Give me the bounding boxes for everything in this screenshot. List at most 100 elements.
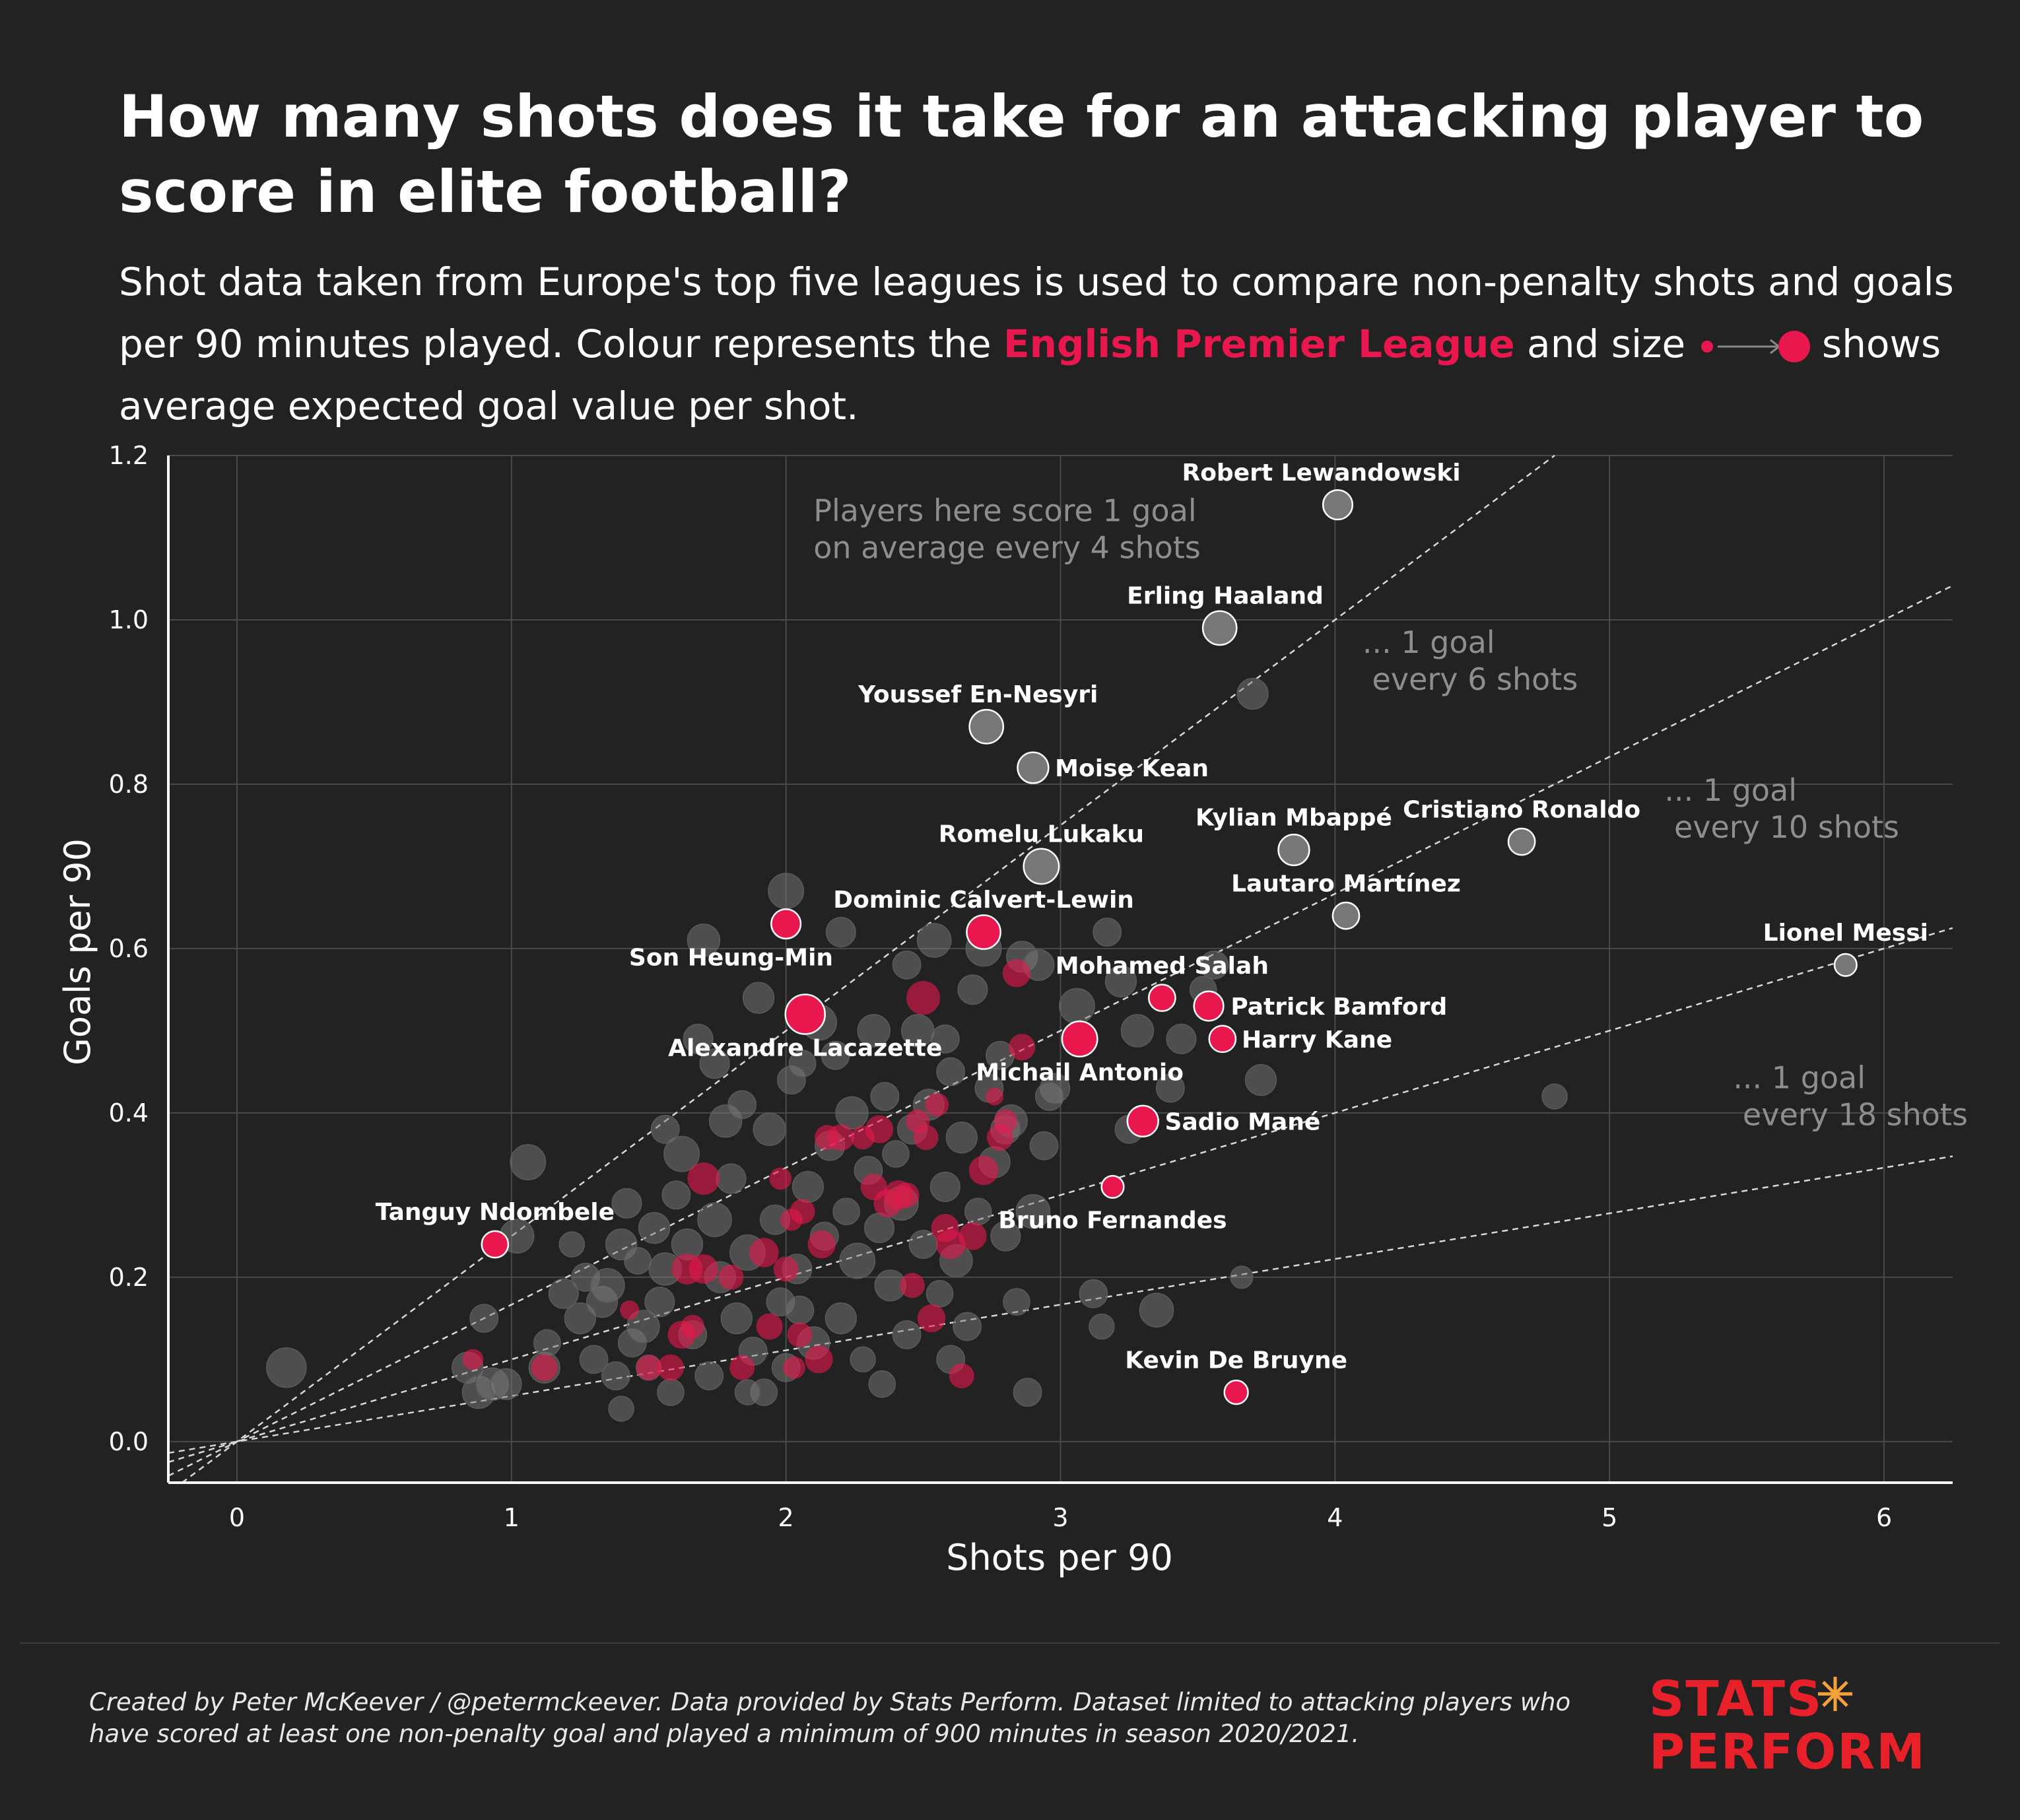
point-mohamed-salah — [1148, 984, 1176, 1012]
point-other-89 — [1003, 1288, 1030, 1316]
point-other-61 — [850, 1346, 876, 1373]
point-other-77 — [936, 1057, 966, 1087]
point-dominic-calvert-lewin — [966, 914, 1001, 950]
point-harry-kane — [1208, 1025, 1237, 1054]
x-tick-label-4: 4 — [1327, 1503, 1343, 1532]
label-erling-haaland: Erling Haaland — [1127, 583, 1324, 610]
point-son-heung-min — [770, 908, 802, 940]
point-other-125 — [1034, 1081, 1064, 1111]
point-other-44 — [753, 1112, 786, 1146]
point-other-109 — [1236, 677, 1269, 710]
point-other-97 — [1079, 1279, 1108, 1308]
reference-label-line-1: every 10 shots — [1664, 809, 1899, 845]
point-epl-32 — [913, 1125, 939, 1151]
y-tick-label-0: 0.0 — [109, 1427, 149, 1456]
logo-line-1: STATS — [1649, 1671, 1823, 1728]
x-axis-label: Shots per 90 — [946, 1537, 1173, 1578]
reference-label-line-1: every 18 shots — [1733, 1096, 1968, 1132]
point-epl-18 — [783, 1356, 805, 1379]
size-legend-small-dot — [1700, 340, 1713, 353]
point-moise-kean — [1017, 751, 1050, 784]
point-other-18 — [611, 1188, 642, 1219]
label-robert-lewandowski: Robert Lewandowski — [1182, 459, 1460, 487]
point-other-113 — [892, 950, 922, 980]
point-other-38 — [720, 1302, 753, 1335]
point-other-32 — [687, 924, 721, 957]
point-epl-43 — [993, 1109, 1018, 1133]
stats-perform-logo: STATS PERFORM — [1644, 1669, 1980, 1781]
point-other-63 — [857, 1014, 891, 1048]
point-other-69 — [892, 1320, 922, 1349]
reference-label-line-0: ... 1 goal — [1363, 624, 1495, 660]
point-other-98 — [1089, 1313, 1115, 1340]
point-other-120 — [734, 1379, 761, 1405]
point-epl-15 — [773, 1256, 799, 1282]
label-patrick-bamford: Patrick Bamford — [1230, 994, 1447, 1021]
points-epl — [462, 959, 1036, 1389]
point-epl-3 — [636, 1355, 661, 1380]
point-epl-7 — [681, 1314, 705, 1339]
point-epl-4 — [657, 1354, 685, 1381]
point-other-79 — [945, 1122, 978, 1154]
point-other-56 — [821, 1040, 850, 1070]
point-other-0 — [266, 1347, 307, 1388]
point-epl-44 — [1002, 959, 1031, 988]
reference-line-18 — [168, 1155, 1953, 1454]
grid-lines — [168, 455, 1953, 1483]
point-other-15 — [590, 1267, 625, 1303]
point-other-60 — [839, 1242, 876, 1279]
point-epl-17 — [787, 1322, 813, 1347]
point-youssef-en-nesyri — [968, 708, 1005, 745]
point-epl-34 — [917, 1304, 946, 1333]
y-tick-label-3: 0.6 — [109, 934, 149, 963]
point-epl-45 — [1009, 1034, 1036, 1061]
point-epl-29 — [894, 1182, 920, 1208]
label-bruno-fernandes: Bruno Fernandes — [998, 1207, 1227, 1234]
point-other-92 — [1015, 1194, 1051, 1229]
point-other-47 — [768, 873, 805, 910]
point-other-123 — [490, 1368, 522, 1400]
point-other-94 — [1029, 1131, 1059, 1161]
point-other-100 — [1104, 965, 1137, 997]
point-other-51 — [791, 1170, 825, 1203]
points-labeled — [481, 489, 1858, 1405]
label-romelu-lukaku: Romelu Lukaku — [939, 821, 1144, 848]
x-tick-label-5: 5 — [1601, 1503, 1617, 1532]
x-tick-label-1: 1 — [504, 1503, 520, 1532]
label-lautaro-mart-nez: Lautaro Martínez — [1231, 870, 1461, 897]
point-other-74 — [916, 923, 952, 958]
reference-label-4: Players here score 1 goal on average ever… — [813, 493, 1201, 566]
reference-line-4 — [182, 454, 1555, 1484]
point-michail-antonio — [1061, 1020, 1098, 1058]
point-epl-12 — [749, 1238, 779, 1267]
point-other-91 — [1013, 1378, 1042, 1407]
point-erling-haaland — [1201, 610, 1238, 646]
point-other-27 — [661, 1180, 691, 1210]
point-alexandre-lacazette — [784, 994, 826, 1035]
point-tanguy-ndombele — [481, 1230, 510, 1259]
y-tick-label-1: 0.2 — [109, 1263, 149, 1292]
point-other-37 — [716, 1163, 747, 1194]
tick-labels: 0 1 2 3 4 5 6 0.0 0.2 0.4 0.6 0.8 1.0 1.2 — [109, 441, 1893, 1532]
point-other-9 — [548, 1278, 579, 1309]
subtitle-text-3: shows average expected goal value per sh… — [119, 321, 1941, 428]
y-tick-label-2: 0.4 — [109, 1098, 149, 1128]
subtitle-text-1: Shot data taken from Europe's top five l… — [119, 259, 1954, 366]
point-other-67 — [882, 1140, 910, 1168]
y-tick-label-6: 1.2 — [109, 441, 149, 470]
point-epl-8 — [689, 1254, 719, 1284]
point-other-108 — [1230, 1265, 1254, 1289]
point-kylian-mbapp- — [1277, 833, 1310, 867]
x-tick-label-0: 0 — [229, 1503, 245, 1532]
point-other-28 — [663, 1135, 700, 1172]
y-tick-label-4: 0.8 — [109, 770, 149, 799]
label-tanguy-ndombele: Tanguy Ndombele — [376, 1199, 615, 1226]
point-other-118 — [868, 1370, 896, 1398]
label-harry-kane: Harry Kane — [1242, 1027, 1392, 1054]
point-other-81 — [957, 974, 988, 1005]
point-epl-37 — [935, 1229, 966, 1260]
label-cristiano-ronaldo: Cristiano Ronaldo — [1403, 796, 1640, 823]
reference-label-6: ... 1 goal every 6 shots — [1363, 624, 1578, 697]
label-michail-antonio: Michail Antonio — [976, 1060, 1184, 1087]
point-epl-9 — [687, 1162, 720, 1195]
